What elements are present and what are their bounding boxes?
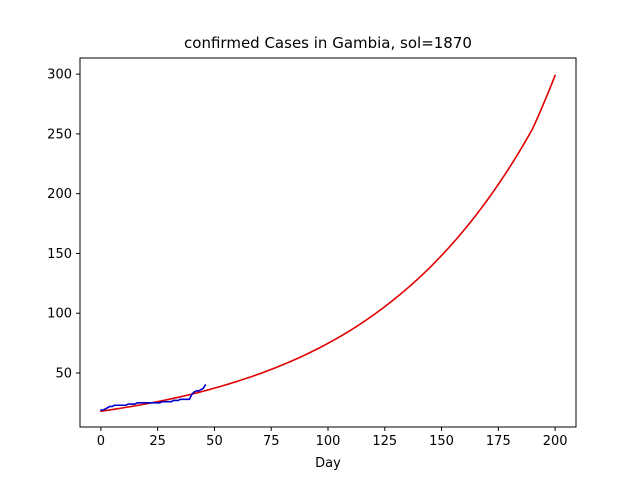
y-axis: 50 100 150 200 250 300 xyxy=(47,68,80,381)
x-tick-label: 50 xyxy=(206,434,223,449)
x-tick-label: 125 xyxy=(372,434,397,449)
y-tick-label: 150 xyxy=(47,247,72,262)
x-tick-label: 100 xyxy=(316,434,341,449)
observed-series-line xyxy=(100,384,207,411)
x-tick-label: 200 xyxy=(543,434,568,449)
x-tick-label: 150 xyxy=(429,434,454,449)
chart-title: confirmed Cases in Gambia, sol=1870 xyxy=(184,34,472,52)
y-tick-label: 200 xyxy=(47,187,72,202)
series-layer xyxy=(100,74,556,413)
y-tick-label: 250 xyxy=(47,127,72,142)
x-axis-title: Day xyxy=(315,456,341,471)
x-tick-label: 175 xyxy=(486,434,511,449)
x-tick-label: 75 xyxy=(263,434,280,449)
x-tick-label: 25 xyxy=(149,434,166,449)
x-tick-label: 0 xyxy=(97,434,105,449)
y-tick-label: 100 xyxy=(47,307,72,322)
x-axis: 0 25 50 75 100 125 150 175 200 xyxy=(97,427,568,449)
model-series-line xyxy=(100,74,556,413)
y-tick-label: 50 xyxy=(55,366,72,381)
y-tick-label: 300 xyxy=(47,68,72,83)
